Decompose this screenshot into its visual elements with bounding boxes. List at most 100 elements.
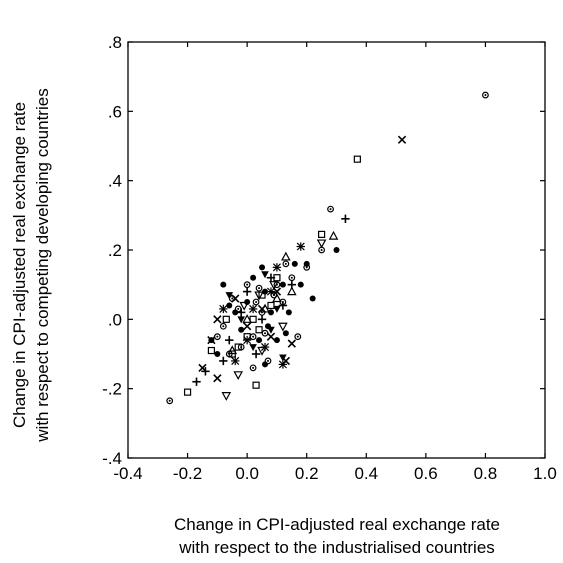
data-point xyxy=(278,360,288,369)
data-point xyxy=(249,333,257,341)
data-point xyxy=(297,281,304,288)
data-point xyxy=(233,371,244,381)
x-tick-label: -0.2 xyxy=(173,464,202,483)
data-point xyxy=(282,260,290,268)
data-point xyxy=(397,135,407,144)
data-point xyxy=(272,263,282,272)
y-tick-label: .2 xyxy=(108,241,122,260)
data-point xyxy=(282,330,289,337)
data-point xyxy=(242,335,252,345)
data-point xyxy=(281,251,291,261)
data-point xyxy=(260,303,270,313)
x-tick-label: 0.6 xyxy=(414,464,438,483)
data-point xyxy=(222,315,230,323)
data-point xyxy=(213,333,221,341)
data-point xyxy=(266,332,276,341)
data-point xyxy=(213,315,222,324)
data-point xyxy=(213,374,222,383)
x-tick-label: -0.4 xyxy=(113,464,142,483)
data-point xyxy=(183,388,192,396)
data-point xyxy=(238,326,245,333)
data-point xyxy=(303,260,310,267)
data-point xyxy=(236,308,246,317)
y-axis-title-line-1: Change in CPI-adjusted real exchange rat… xyxy=(10,102,29,428)
data-point xyxy=(279,354,287,362)
data-point xyxy=(249,315,257,323)
data-point xyxy=(288,274,296,282)
data-point xyxy=(249,344,257,352)
data-point xyxy=(278,301,288,310)
data-point xyxy=(251,349,261,359)
data-point xyxy=(219,356,228,366)
data-point xyxy=(285,309,292,316)
data-point xyxy=(279,281,286,288)
data-point xyxy=(166,397,174,405)
data-point xyxy=(220,281,227,288)
y-tick-label: -.2 xyxy=(102,380,122,399)
x-axis-title-line-1: Change in CPI-adjusted real exchange rat… xyxy=(174,515,500,534)
data-point xyxy=(482,91,489,99)
data-point xyxy=(207,346,215,355)
data-point xyxy=(219,322,227,330)
data-point xyxy=(327,205,334,213)
data-point xyxy=(201,367,210,376)
data-point xyxy=(227,345,238,355)
data-point xyxy=(267,309,274,316)
data-point xyxy=(249,364,257,372)
data-point xyxy=(257,315,267,324)
data-point xyxy=(231,294,240,303)
data-point xyxy=(318,230,326,238)
data-point xyxy=(272,293,282,303)
data-point xyxy=(225,335,234,345)
data-point xyxy=(243,281,251,289)
x-tick-label: 0.8 xyxy=(474,464,498,483)
data-point xyxy=(261,271,269,279)
data-point xyxy=(261,329,269,337)
data-point xyxy=(287,339,296,348)
y-axis-ticks: -.4 -.2 .0 .2 .4 .6 .8 xyxy=(102,33,545,468)
data-point xyxy=(353,155,361,163)
data-point xyxy=(242,287,252,296)
data-point xyxy=(267,326,275,334)
data-point xyxy=(266,287,276,296)
y-tick-label: .6 xyxy=(108,102,122,121)
x-axis-ticks: -0.4 -0.2 0.0 0.2 0.4 0.6 0.8 1.0 xyxy=(113,42,557,483)
data-point xyxy=(250,274,257,281)
data-point xyxy=(232,309,239,316)
data-point xyxy=(309,295,316,302)
data-point xyxy=(272,287,282,296)
data-point xyxy=(231,356,240,366)
data-point xyxy=(207,335,216,345)
data-point xyxy=(254,291,264,301)
data-point xyxy=(214,351,221,357)
data-points xyxy=(166,91,489,405)
data-point xyxy=(316,239,327,249)
y-tick-label: -.4 xyxy=(102,449,122,468)
data-point xyxy=(333,247,340,253)
data-point xyxy=(328,230,339,240)
data-point xyxy=(341,214,350,223)
data-point xyxy=(262,361,269,368)
data-point xyxy=(242,322,252,331)
y-axis-title-line-2: with respect to competing developing cou… xyxy=(33,88,52,442)
data-point xyxy=(219,304,228,314)
data-point xyxy=(225,292,234,300)
data-point xyxy=(257,346,267,356)
data-point xyxy=(221,392,232,401)
data-point xyxy=(256,337,263,344)
x-tick-label: 0.4 xyxy=(354,464,378,483)
data-point xyxy=(294,333,302,341)
y-tick-label: .8 xyxy=(108,33,122,52)
data-point xyxy=(252,298,260,306)
data-point xyxy=(264,357,272,365)
data-point xyxy=(287,286,297,296)
data-point xyxy=(267,301,275,310)
data-point xyxy=(237,316,245,324)
data-point xyxy=(255,284,263,292)
data-point xyxy=(239,301,249,311)
data-point xyxy=(266,273,276,282)
data-point xyxy=(273,305,281,313)
x-axis-title-line-2: with respect to the industrialised count… xyxy=(178,538,495,557)
data-point xyxy=(255,326,263,334)
